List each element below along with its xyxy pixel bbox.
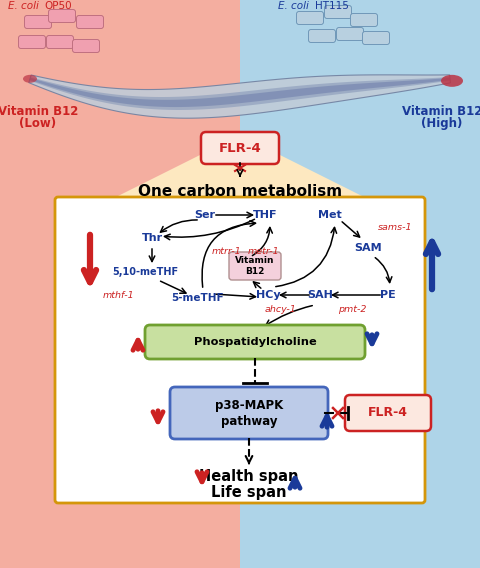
Text: metr-1: metr-1	[247, 247, 279, 256]
Text: (Low): (Low)	[19, 117, 57, 130]
FancyBboxPatch shape	[297, 11, 324, 24]
Text: 5-meTHF: 5-meTHF	[172, 293, 224, 303]
Polygon shape	[0, 0, 240, 568]
Text: Vitamin B12: Vitamin B12	[402, 105, 480, 118]
FancyBboxPatch shape	[145, 325, 365, 359]
Text: pmt-2: pmt-2	[338, 306, 366, 315]
Text: PE: PE	[380, 290, 396, 300]
Text: One carbon metabolism: One carbon metabolism	[138, 185, 342, 199]
Text: HT115: HT115	[315, 1, 349, 11]
Polygon shape	[100, 135, 380, 205]
FancyBboxPatch shape	[336, 27, 363, 40]
FancyBboxPatch shape	[72, 40, 99, 52]
Polygon shape	[29, 77, 450, 110]
Text: Life span: Life span	[211, 485, 287, 499]
FancyBboxPatch shape	[48, 10, 75, 23]
Text: Vitamin B12: Vitamin B12	[0, 105, 78, 118]
Text: Met: Met	[318, 210, 342, 220]
Text: Thr: Thr	[142, 233, 163, 243]
Text: p38-MAPK
pathway: p38-MAPK pathway	[215, 399, 283, 428]
Polygon shape	[29, 75, 450, 118]
FancyBboxPatch shape	[309, 30, 336, 43]
Text: SAM: SAM	[354, 243, 382, 253]
FancyBboxPatch shape	[201, 132, 279, 164]
Text: Health span: Health span	[199, 469, 299, 483]
Text: E. coli: E. coli	[278, 1, 309, 11]
Text: FLR-4: FLR-4	[218, 141, 262, 154]
Text: Vitamin
B12: Vitamin B12	[235, 256, 275, 276]
Text: mtrr-1: mtrr-1	[211, 247, 241, 256]
FancyBboxPatch shape	[19, 35, 46, 48]
FancyBboxPatch shape	[55, 197, 425, 503]
Text: FLR-4: FLR-4	[368, 407, 408, 420]
Text: ahcy-1: ahcy-1	[264, 306, 296, 315]
FancyBboxPatch shape	[324, 6, 351, 19]
Text: SAH: SAH	[307, 290, 333, 300]
Text: mthf-1: mthf-1	[102, 290, 134, 299]
FancyBboxPatch shape	[345, 395, 431, 431]
Text: 5,10-meTHF: 5,10-meTHF	[112, 267, 178, 277]
Polygon shape	[30, 78, 450, 107]
Text: (High): (High)	[421, 117, 463, 130]
Ellipse shape	[441, 75, 463, 87]
Text: sams-1: sams-1	[378, 223, 412, 232]
FancyBboxPatch shape	[350, 14, 377, 27]
FancyBboxPatch shape	[229, 252, 281, 280]
FancyBboxPatch shape	[47, 35, 73, 48]
Text: THF: THF	[253, 210, 277, 220]
Ellipse shape	[23, 75, 37, 83]
Text: Ser: Ser	[194, 210, 216, 220]
Text: OP50: OP50	[44, 1, 72, 11]
Text: Phospatidylcholine: Phospatidylcholine	[193, 337, 316, 347]
FancyBboxPatch shape	[362, 31, 389, 44]
Polygon shape	[240, 0, 480, 568]
FancyBboxPatch shape	[24, 15, 51, 28]
Text: E. coli: E. coli	[8, 1, 39, 11]
FancyBboxPatch shape	[76, 15, 104, 28]
FancyBboxPatch shape	[170, 387, 328, 439]
Text: HCy: HCy	[256, 290, 280, 300]
